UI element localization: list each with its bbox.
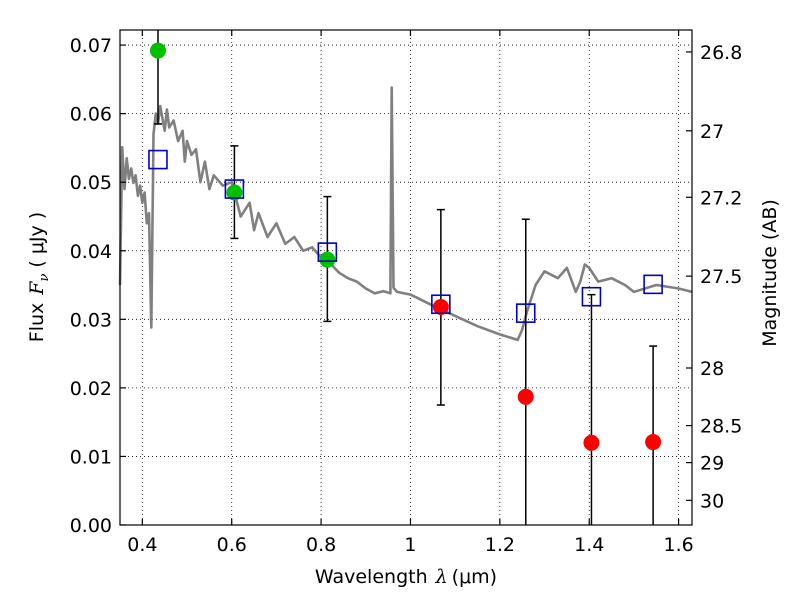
x-tick-label: 1.2 (485, 534, 515, 556)
y2-tick-label: 27 (700, 121, 724, 143)
model-photometry-square (515, 303, 536, 323)
y-axis-label-unit: ( μJy ) (26, 212, 48, 268)
x-axis-label-unit: (μm) (452, 566, 497, 588)
y-tick-label: 0.02 (70, 378, 112, 400)
upper-limit-point (645, 434, 662, 451)
y2-tick-label: 26.8 (700, 42, 742, 64)
x-tick-label: 1.4 (574, 534, 604, 556)
y2-axis-label: Magnitude (AB) (759, 199, 781, 347)
tick-layer: 0.4 0.6 0.8 1 1.2 1.4 1.6 0.00 0.01 0.02 0.03 0.04 0… (70, 30, 742, 556)
y-axis-label-subscript: ν (37, 274, 52, 282)
gridlines (120, 30, 692, 526)
model-photometry-square (643, 274, 663, 295)
y-tick-label: 0.01 (70, 446, 112, 468)
y-tick-label: 0.03 (70, 309, 112, 331)
detection-point (226, 184, 243, 201)
upper-limit-point (583, 434, 600, 451)
y2-tick-label: 27.2 (700, 187, 742, 209)
model-photometry-square (431, 294, 451, 315)
detection-point (149, 42, 166, 59)
sed-model-layer (118, 86, 693, 342)
x-axis-label-text: Wavelength (315, 566, 428, 588)
x-tick-label: 1 (404, 534, 416, 556)
y2-tick-label: 29 (700, 453, 724, 475)
y2-tick-label: 27.5 (700, 266, 742, 288)
y-axis-label: Flux Fν ( μJy ) (26, 212, 52, 342)
y-axis-label-text: Flux (26, 303, 48, 343)
plot-frame (119, 29, 693, 526)
model-photometry-square (224, 179, 245, 199)
y-tick-label: 0.07 (70, 35, 112, 57)
y2-tick-label: 28 (700, 358, 724, 380)
y-axis-label-symbol: F (26, 281, 48, 296)
x-tick-label: 1.6 (663, 534, 693, 556)
sed-model-line (118, 86, 693, 342)
y2-tick-label: 30 (700, 490, 724, 512)
x-tick-label: 0.4 (127, 534, 157, 556)
x-tick-label: 0.6 (217, 534, 247, 556)
upper-limit-point (432, 298, 449, 315)
y-tick-label: 0.05 (70, 172, 112, 194)
y-tick-label: 0.00 (70, 515, 112, 537)
detection-point (319, 251, 336, 268)
y-tick-label: 0.06 (70, 104, 112, 126)
x-tick-label: 0.8 (306, 534, 336, 556)
x-axis-label-symbol: λ (435, 566, 448, 588)
data-point-layer (148, 42, 663, 451)
model-photometry-square (317, 242, 338, 262)
y2-tick-label: 28.5 (700, 416, 742, 438)
model-photometry-square (581, 286, 602, 307)
upper-limit-point (517, 388, 534, 405)
x-axis-label: Wavelength λ (μm) (315, 566, 497, 588)
model-photometry-square (148, 149, 168, 170)
y-tick-label: 0.04 (70, 241, 112, 263)
